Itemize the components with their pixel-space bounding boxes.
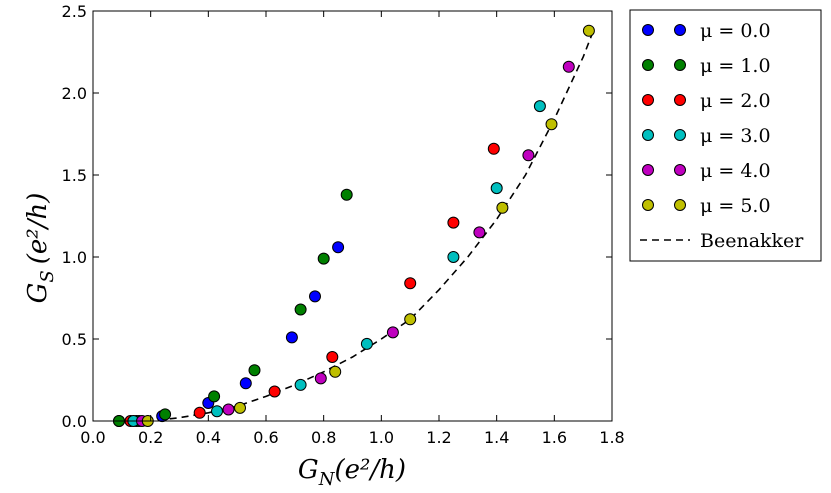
legend-label: Beenakker	[700, 230, 804, 252]
legend-item-beenakker: Beenakker	[640, 230, 804, 252]
legend-item-mu-0: μ = 0.0	[642, 20, 771, 42]
data-point	[545, 118, 558, 131]
data-point	[211, 405, 223, 418]
data-point	[222, 403, 235, 416]
data-point	[314, 372, 327, 385]
chart-marks	[113, 24, 596, 427]
data-point	[490, 182, 503, 195]
y-axis-label-main: G	[23, 283, 53, 304]
data-point	[248, 364, 261, 377]
data-point	[496, 201, 509, 214]
series-mu-5	[141, 24, 595, 427]
data-point	[332, 241, 345, 254]
y-tick-label: 2.0	[62, 84, 87, 103]
legend-marker	[642, 199, 654, 211]
data-point	[159, 408, 172, 421]
data-point	[447, 216, 460, 229]
legend-label: μ = 3.0	[700, 125, 771, 147]
data-point	[386, 326, 399, 339]
legend-item-mu-2: μ = 2.0	[642, 90, 771, 112]
data-point	[317, 252, 330, 265]
x-tick-label: 0.8	[311, 428, 336, 447]
legend-marker	[674, 199, 686, 211]
legend: μ = 0.0 μ = 1.0 μ = 2.0 μ = 3.0 μ = 4.0 μ = 5…	[629, 9, 822, 262]
x-tick-label: 1.6	[542, 428, 567, 447]
data-point	[294, 303, 307, 316]
series-mu-2	[124, 142, 500, 427]
data-point	[285, 331, 298, 344]
legend-marker	[674, 164, 686, 176]
data-point	[208, 390, 221, 403]
data-point	[582, 24, 595, 37]
x-tick-label: 0.4	[196, 428, 221, 447]
y-tick-label: 1.0	[62, 248, 87, 267]
y-tick-label: 2.5	[62, 2, 87, 21]
x-tick-label: 1.8	[599, 428, 624, 447]
legend-marker	[674, 94, 686, 106]
legend-label: μ = 2.0	[700, 90, 771, 112]
legend-label: μ = 5.0	[700, 195, 771, 217]
y-tick-label: 1.5	[62, 166, 87, 185]
x-axis-label-main: G	[298, 455, 319, 485]
legend-label: μ = 4.0	[700, 160, 771, 182]
legend-marker	[642, 24, 654, 36]
y-tick-label: 0.5	[62, 330, 87, 349]
legend-marker	[674, 129, 686, 141]
y-axis-label-unit: (e²/h)	[23, 193, 53, 265]
legend-marker	[642, 94, 654, 106]
data-point	[447, 251, 460, 263]
x-tick-label: 1.2	[426, 428, 451, 447]
legend-item-mu-5: μ = 5.0	[642, 195, 771, 217]
legend-item-mu-4: μ = 4.0	[642, 160, 771, 182]
legend-marker	[674, 59, 686, 71]
series-mu-1	[113, 188, 353, 427]
x-axis-label-sub: N	[318, 469, 336, 490]
legend-label: μ = 0.0	[700, 20, 771, 42]
data-point	[239, 377, 252, 390]
data-point	[294, 378, 307, 391]
legend-marker	[642, 59, 654, 71]
data-point	[404, 313, 417, 326]
series-mu-4	[136, 60, 575, 427]
legend-marker	[642, 129, 654, 141]
data-point	[193, 406, 206, 419]
data-point	[404, 277, 417, 290]
legend-marker	[642, 164, 654, 176]
beenakker-curve	[121, 27, 596, 422]
data-point	[268, 385, 281, 398]
data-point	[234, 401, 246, 414]
y-axis-label: GS (e²/h)	[23, 193, 58, 304]
x-axis-label-unit: (e²/h)	[334, 455, 406, 485]
x-axis-label: GN(e²/h)	[298, 455, 406, 490]
x-tick-label: 0.2	[138, 428, 163, 447]
series-mu-0	[113, 241, 345, 427]
data-point	[326, 351, 339, 363]
data-point	[360, 337, 373, 350]
data-point	[533, 100, 546, 113]
data-point	[562, 60, 575, 73]
legend-label: μ = 1.0	[700, 55, 771, 77]
data-point	[473, 226, 486, 239]
data-point	[487, 142, 500, 155]
y-tick-label: 0.0	[62, 412, 87, 431]
data-point	[522, 149, 535, 162]
legend-frame	[629, 9, 822, 262]
data-point	[340, 188, 353, 201]
x-tick-label: 0.0	[80, 428, 105, 447]
x-tick-label: 0.6	[253, 428, 278, 447]
x-tick-label: 1.0	[369, 428, 394, 447]
plot-frame	[92, 10, 613, 422]
x-tick-label: 1.4	[484, 428, 509, 447]
legend-marker	[674, 24, 686, 36]
legend-item-mu-3: μ = 3.0	[642, 125, 771, 147]
y-axis-label-sub: S	[37, 270, 58, 282]
data-point	[309, 290, 321, 303]
legend-item-mu-1: μ = 1.0	[642, 55, 771, 77]
data-point	[329, 365, 342, 378]
axis-ticks: 0.0 0.2 0.4 0.6 0.8 1.0 1.2 1.4 1.6 1.8 0.0 0.5 1.0 1…	[62, 2, 625, 447]
